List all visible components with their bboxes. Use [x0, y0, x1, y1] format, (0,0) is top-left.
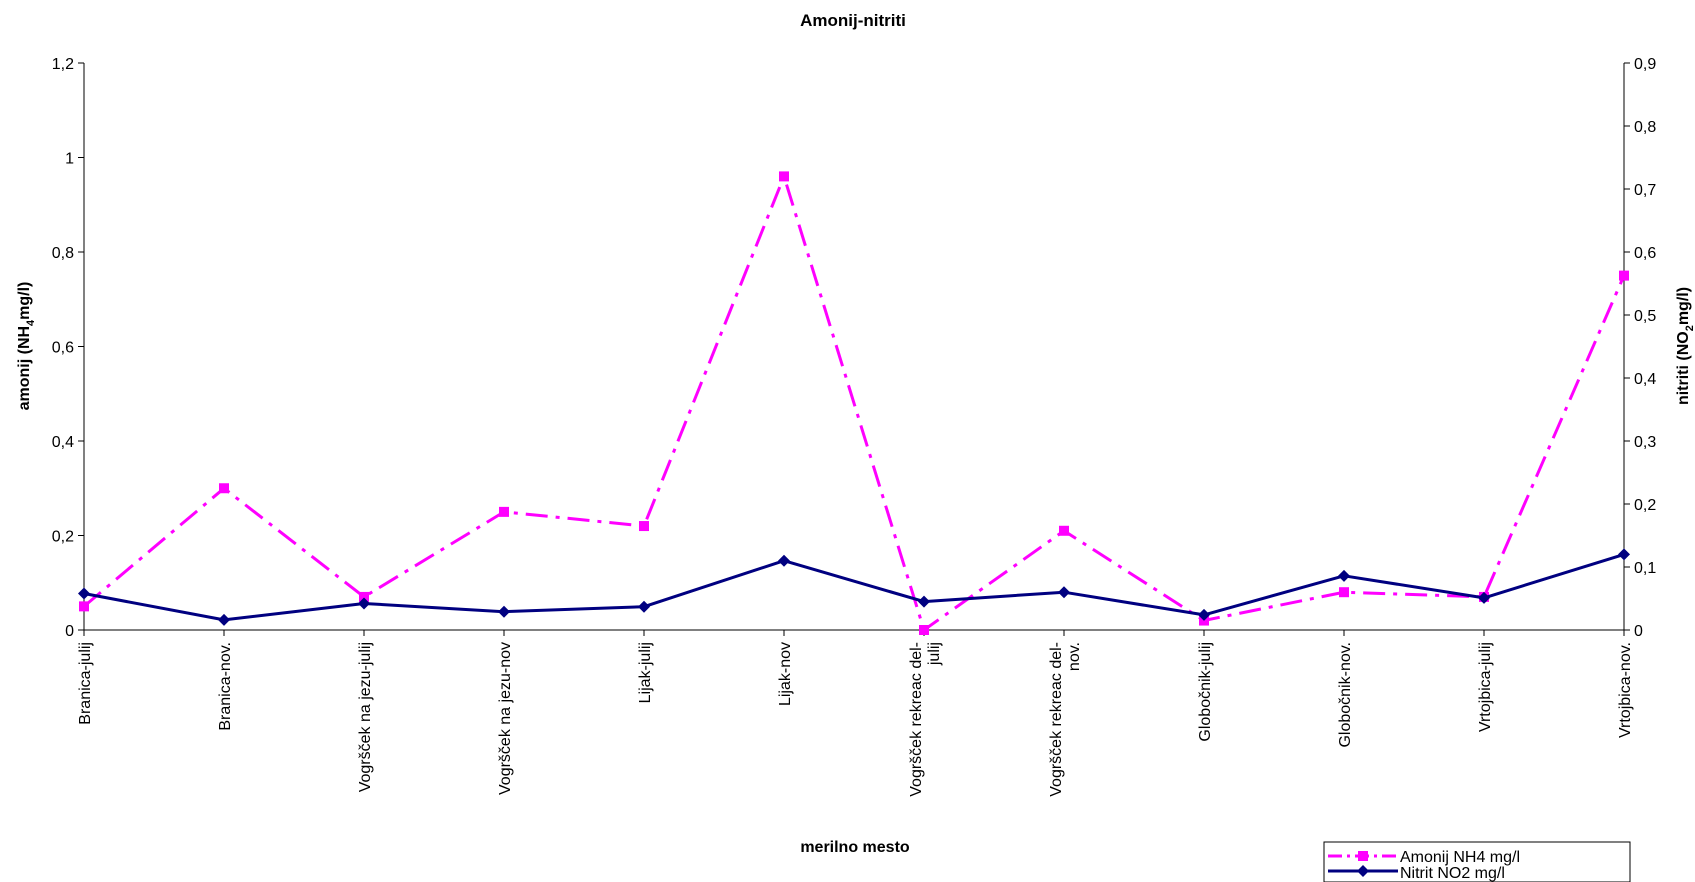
left-y-axis-title-suffix: mg/l)	[16, 282, 33, 320]
right-y-tick-label: 0,2	[1634, 497, 1656, 514]
left-y-tick-label: 0,8	[52, 245, 74, 262]
left-y-tick-label: 0,2	[52, 529, 74, 546]
left-y-axis-title-prefix: amonij (NH	[16, 326, 33, 410]
series-0-point	[359, 591, 369, 602]
left-y-tick-label: 1	[65, 151, 74, 168]
series-line-0	[83, 174, 1626, 632]
x-axis-ticks: Branica-julij Branica-nov. Vogršček na jez…	[77, 630, 1634, 797]
x-tick-label-line: Globočnik-nov.	[1337, 642, 1354, 748]
series-0-point	[1339, 587, 1349, 598]
x-tick-label: Lijak-nov	[777, 642, 794, 706]
x-tick-label-line: nov.	[1066, 642, 1083, 671]
series-1-point	[358, 597, 370, 610]
x-tick-label-line: julij	[926, 642, 943, 666]
x-tick-label-line: Lijak-nov	[777, 642, 794, 706]
series-1-point	[1478, 591, 1490, 604]
x-tick-label: Branica-nov.	[217, 642, 234, 731]
x-tick-label-line: Vogršček rekreac del-	[908, 642, 925, 797]
x-tick-label: Vrtojbica-nov.	[1617, 642, 1634, 738]
right-y-tick-label: 0,7	[1634, 182, 1656, 199]
left-y-tick-label: 1,2	[52, 56, 74, 73]
x-tick-label: Vogršček na jezu-julij	[357, 642, 374, 792]
right-y-tick-label: 0,6	[1634, 245, 1656, 262]
series-0-point	[639, 521, 649, 532]
right-y-tick-label: 0,9	[1634, 56, 1656, 73]
series-1-point	[1058, 586, 1070, 599]
right-y-tick-label: 0,3	[1634, 434, 1656, 451]
left-y-axis-title: amonij (NH4mg/l)	[16, 282, 37, 411]
series-0-point	[499, 506, 509, 517]
series-0-point	[219, 483, 229, 494]
series-line-1	[83, 552, 1625, 622]
legend-box	[1323, 841, 1631, 882]
series-0-point	[79, 601, 89, 612]
series-1-point	[218, 613, 230, 626]
series-1-point	[498, 605, 510, 618]
right-y-axis-title: nitriti (NO2mg/l)	[1675, 287, 1695, 405]
x-tick-label: Lijak-julij	[637, 642, 654, 703]
right-y-tick-label: 0,4	[1634, 371, 1656, 388]
series-1-point	[778, 554, 790, 567]
series-1-point	[638, 600, 650, 613]
plot-area	[83, 63, 1625, 631]
right-y-axis-title-subscript: 2	[1684, 325, 1695, 331]
series-0-point	[779, 171, 789, 182]
x-tick-label: Vogršček rekreac del-nov.	[1048, 642, 1083, 797]
left-y-axis-ticks: 0 0,2 0,4 0,6 0,8 1 1,2	[52, 56, 84, 640]
series-0-point	[1059, 525, 1069, 536]
x-tick-label: Globočnik-nov.	[1337, 642, 1354, 748]
left-y-tick-label: 0	[65, 623, 74, 640]
legend-label-amonij: Amonij NH4 mg/l	[1400, 849, 1520, 866]
right-y-axis-title-prefix: nitriti (NO	[1675, 331, 1692, 405]
legend: Amonij NH4 mg/l Nitrit NO2 mg/l	[1323, 841, 1631, 882]
x-tick-label-line: Lijak-julij	[637, 642, 654, 703]
legend-marker-amonij	[1358, 851, 1368, 861]
x-tick-label-line: Vrtojbica-julij	[1477, 642, 1494, 732]
series-1-point	[78, 587, 90, 600]
left-y-axis-title-subscript: 4	[25, 319, 37, 326]
series-1-point	[1618, 548, 1630, 561]
legend-label-nitrit: Nitrit NO2 mg/l	[1400, 865, 1505, 882]
left-y-tick-label: 0,6	[52, 340, 74, 357]
chart-title: Amonij-nitriti	[800, 11, 906, 30]
series-0-point	[1619, 270, 1629, 281]
x-tick-label-line: Vogršček na jezu-julij	[357, 642, 374, 792]
x-tick-label-line: Vogršček na jezu-nov	[497, 642, 514, 795]
series-1-point	[1198, 608, 1210, 621]
x-tick-label: Globočnik-julij	[1197, 642, 1214, 742]
x-tick-label-line: Vrtojbica-nov.	[1617, 642, 1634, 738]
series-1-point	[1338, 569, 1350, 582]
left-y-tick-label: 0,4	[52, 434, 74, 451]
x-tick-label: Branica-julij	[77, 642, 94, 725]
right-y-tick-label: 0,8	[1634, 119, 1656, 136]
series-0-point	[919, 625, 929, 635]
x-tick-label: Vogršček na jezu-nov	[497, 642, 514, 795]
x-tick-label-line: Globočnik-julij	[1197, 642, 1214, 742]
right-y-tick-label: 0,5	[1634, 308, 1656, 325]
x-tick-label: Vogršček rekreac del-julij	[908, 642, 943, 797]
x-tick-label-line: Branica-nov.	[217, 642, 234, 731]
right-y-axis-ticks: 0 0,1 0,2 0,3 0,4 0,5 0,6 0,7 0,8 0,9	[1624, 56, 1656, 640]
x-axis-title: merilno mesto	[800, 839, 910, 856]
right-y-tick-label: 0	[1634, 623, 1643, 640]
series-layer	[78, 171, 1630, 635]
x-tick-label-line: Vogršček rekreac del-	[1048, 642, 1065, 797]
legend-marker-nitrit	[1357, 865, 1369, 877]
x-tick-label-line: Branica-julij	[77, 642, 94, 725]
right-y-axis-title-suffix: mg/l)	[1675, 287, 1692, 325]
right-y-tick-label: 0,1	[1634, 560, 1656, 577]
series-1-point	[918, 595, 930, 608]
x-tick-label: Vrtojbica-julij	[1477, 642, 1494, 732]
